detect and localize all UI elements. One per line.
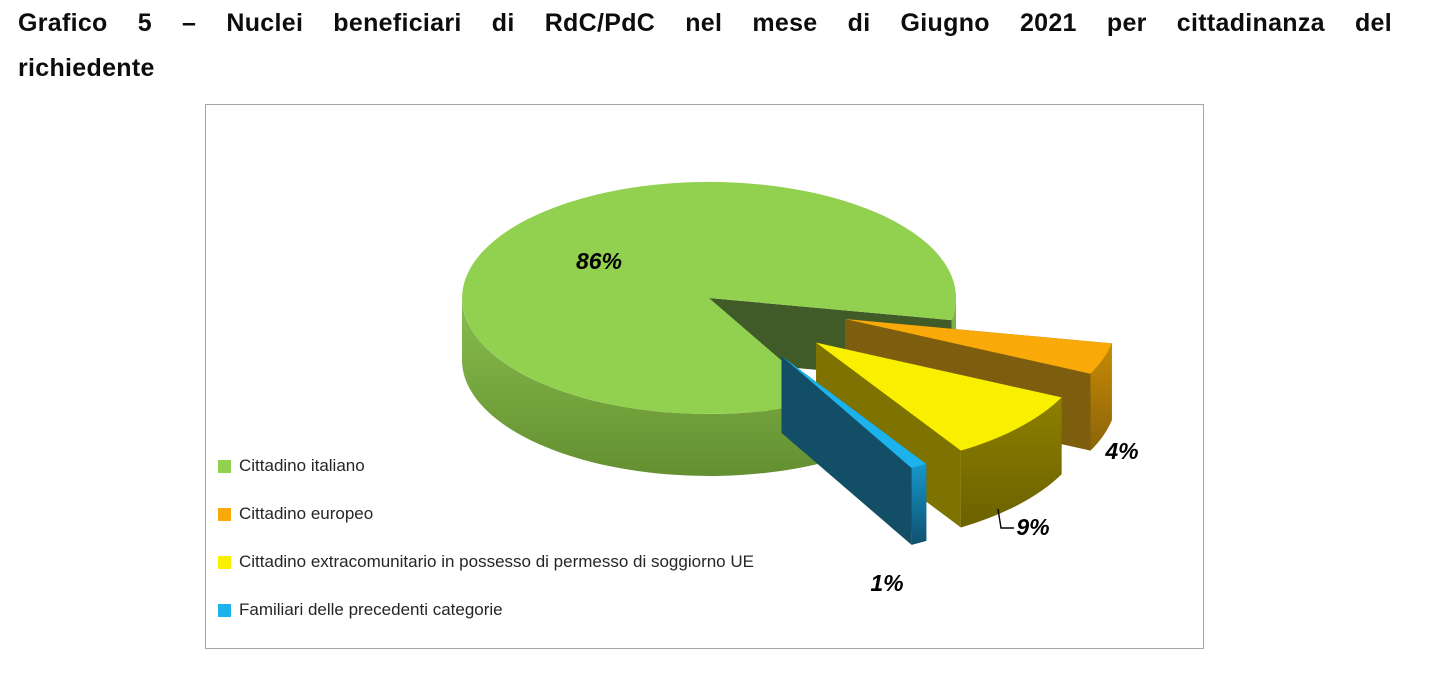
legend-item-cittadino-europeo: Cittadino europeo <box>218 490 754 538</box>
slice-top <box>781 356 927 469</box>
legend-label: Cittadino extracomunitario in possesso d… <box>239 552 754 571</box>
legend-swatch-orange <box>218 507 231 521</box>
slice-rim <box>960 397 1062 528</box>
chart-title-line2: richiedente <box>18 54 155 82</box>
slice-rim <box>1090 343 1112 451</box>
legend-item-familiari: Familiari delle precedenti categorie <box>218 586 754 634</box>
legend-swatch-blue <box>218 603 231 617</box>
data-label-1: 4% <box>1104 438 1138 464</box>
data-label-2: 9% <box>1016 514 1049 540</box>
chart-title-line1: Grafico 5 – Nuclei beneficiari di RdC/Pd… <box>18 9 1392 37</box>
chart-area: 86% 4% 9% 1% Cittadino italiano Cittadino e… <box>205 104 1204 649</box>
slice-top <box>816 342 1062 451</box>
legend-swatch-yellow <box>218 555 231 569</box>
data-label-3: 1% <box>870 570 903 596</box>
slice-rim <box>462 298 828 476</box>
legend-label: Cittadino europeo <box>239 504 374 523</box>
legend-label: Familiari delle precedenti categorie <box>239 600 503 619</box>
pie-chart-3d: 86% 4% 9% 1% <box>462 181 1139 596</box>
slice-top <box>845 319 1112 374</box>
chart-title: Grafico 5 – Nuclei beneficiari di RdC/Pd… <box>18 6 1392 85</box>
pie-slice-3 <box>781 356 927 545</box>
chart-legend: Cittadino italiano Cittadino europeo Cit… <box>218 442 754 634</box>
legend-swatch-green <box>218 459 231 473</box>
slice-rim <box>911 464 927 545</box>
slice-wall <box>781 356 912 545</box>
legend-item-cittadino-extracomunitario: Cittadino extracomunitario in possesso d… <box>218 538 754 586</box>
legend-item-cittadino-italiano: Cittadino italiano <box>218 442 754 490</box>
legend-label: Cittadino italiano <box>239 456 365 475</box>
label-leader-line <box>997 508 1014 529</box>
data-label-0: 86% <box>576 248 622 274</box>
slice-top <box>462 181 957 414</box>
